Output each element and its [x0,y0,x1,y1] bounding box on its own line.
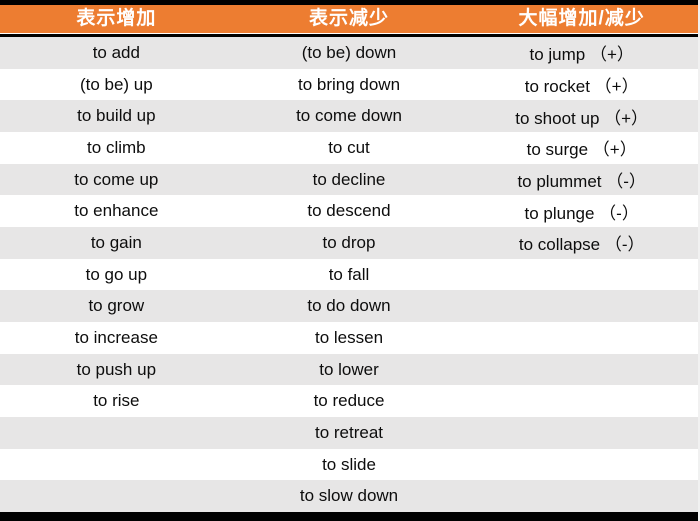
table-row: (to be) up to bring down to rocket （+） [0,68,698,101]
table-row: to add (to be) down to jump （+） [0,37,698,69]
table-cell: to retreat [314,422,384,442]
table-cell: to collapse （-） [518,235,645,255]
header-divider [0,33,698,37]
table-cell: to cut [328,137,370,157]
table-cell: to lower [319,359,379,379]
table-cell: to come up [74,169,159,189]
table-row: to increase to lessen [0,322,698,354]
table-row: to slow down [0,480,698,513]
table-cell: to climb [87,137,146,157]
table-cell: to reduce [313,391,385,411]
table-cell: (to be) up [79,74,153,94]
top-border-bar [0,0,698,5]
bottom-border-bar [0,512,698,521]
table-cell: to grow [88,296,145,316]
table-row: to enhance to descend to plunge （-） [0,195,698,228]
table-cell: to enhance [74,201,159,221]
column-header: 表示减少 [309,8,390,29]
table-row: to push up to lower [0,353,698,386]
table-cell: to add [92,42,140,62]
table-cell: to jump （+） [529,45,634,65]
table-row: to come up to decline to plummet （-） [0,163,698,196]
table-cell: (to be) down [301,42,397,62]
table-cell: to slide [322,454,376,474]
table-cell: to increase [74,327,158,347]
table-cell: to surge （+） [526,140,637,160]
table-header-row: 表示增加 表示减少 大幅增加/减少 [0,5,698,33]
table-row: to gain to drop to collapse （-） [0,227,698,259]
table-cell: to descend [307,201,391,221]
table-cell: to drop [322,232,376,252]
table-cell: to shoot up （+） [515,108,649,128]
table-cell: to do down [307,296,391,316]
table-row: to slide [0,448,698,481]
table-row: to grow to do down [0,290,698,323]
table-cell: to gain [90,232,142,252]
table-row: to build up to come down to shoot up （+） [0,100,698,133]
table-cell: to push up [76,359,157,379]
table-cell: to bring down [297,74,401,94]
table-row: to retreat [0,417,698,449]
table-cell: to build up [77,106,156,126]
table-body: to add (to be) down to jump （+） (to be) up t… [0,37,698,513]
column-header: 表示增加 [76,8,157,29]
table-cell: to plummet （-） [517,172,646,192]
table-row: to go up to fall [0,258,698,291]
table-cell: to go up [85,264,148,284]
table-row: to rise to reduce [0,385,698,418]
table-cell: to fall [328,264,370,284]
table-cell: to rise [93,391,140,411]
table-cell: to decline [312,169,386,189]
table-cell: to lessen [314,327,384,347]
table-cell: to plunge （-） [524,203,639,223]
table-cell: to slow down [299,486,399,506]
table-row: to climb to cut to surge （+） [0,132,698,164]
table-cell: to come down [296,106,402,126]
column-header: 大幅增加/减少 [518,8,645,29]
table-cell: to rocket （+） [524,77,639,96]
